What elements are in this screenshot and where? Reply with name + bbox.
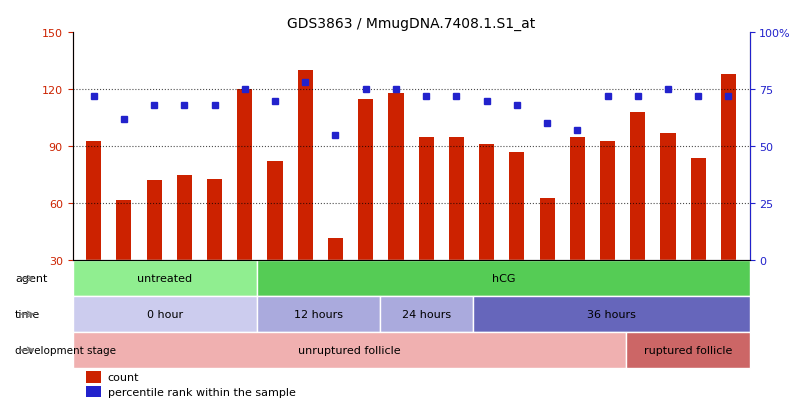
Bar — [358, 100, 373, 261]
Bar — [177, 176, 192, 261]
Bar — [86, 141, 102, 261]
Text: untreated: untreated — [137, 274, 193, 284]
Bar — [691, 158, 706, 261]
Text: 24 hours: 24 hours — [402, 309, 451, 319]
Bar — [418, 138, 434, 261]
Bar — [600, 141, 615, 261]
Bar — [116, 200, 131, 261]
FancyBboxPatch shape — [472, 297, 750, 332]
Bar — [86, 371, 101, 383]
FancyBboxPatch shape — [380, 297, 472, 332]
Bar — [86, 386, 101, 397]
FancyBboxPatch shape — [257, 297, 380, 332]
Bar — [630, 113, 646, 261]
Text: development stage: development stage — [15, 345, 116, 355]
Bar — [297, 71, 313, 261]
Bar — [660, 134, 675, 261]
Text: hCG: hCG — [492, 274, 515, 284]
Bar — [328, 238, 343, 261]
Bar — [479, 145, 494, 261]
Bar — [509, 152, 525, 261]
Text: count: count — [108, 372, 139, 382]
Text: unruptured follicle: unruptured follicle — [298, 345, 401, 355]
Text: agent: agent — [15, 274, 48, 284]
FancyBboxPatch shape — [257, 261, 750, 297]
Text: time: time — [15, 309, 40, 319]
FancyBboxPatch shape — [73, 297, 257, 332]
Bar — [147, 181, 162, 261]
Text: 36 hours: 36 hours — [587, 309, 636, 319]
FancyBboxPatch shape — [73, 332, 626, 368]
Bar — [539, 198, 555, 261]
FancyBboxPatch shape — [73, 261, 257, 297]
Bar — [449, 138, 464, 261]
Title: GDS3863 / MmugDNA.7408.1.S1_at: GDS3863 / MmugDNA.7408.1.S1_at — [287, 17, 535, 31]
Bar — [388, 94, 404, 261]
Text: 12 hours: 12 hours — [294, 309, 343, 319]
Bar — [207, 179, 222, 261]
Bar — [570, 138, 585, 261]
Text: 0 hour: 0 hour — [147, 309, 183, 319]
Bar — [237, 90, 252, 261]
Bar — [268, 162, 283, 261]
Bar — [721, 75, 736, 261]
Text: ruptured follicle: ruptured follicle — [644, 345, 732, 355]
Text: percentile rank within the sample: percentile rank within the sample — [108, 387, 296, 397]
FancyBboxPatch shape — [626, 332, 750, 368]
